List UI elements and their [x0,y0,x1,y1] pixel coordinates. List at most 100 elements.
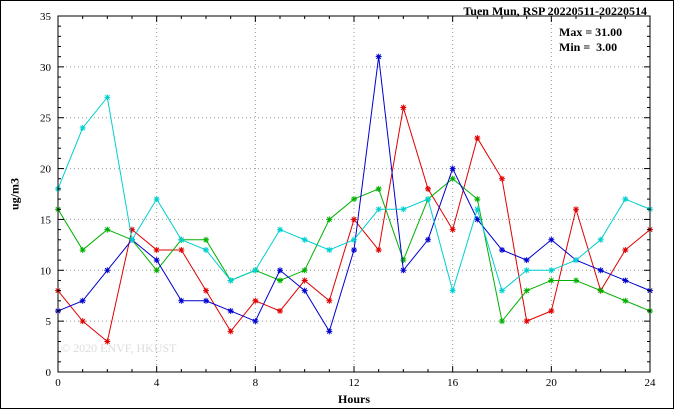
data-point-marker [129,226,135,233]
min-label: Min = 3.00 [559,40,618,54]
data-point-marker [548,236,555,243]
data-point-marker [252,318,259,325]
data-point-marker [573,277,579,284]
data-point-marker [178,297,185,304]
tick-labels: 0 5 10 15 20 25 30 35 0 4 8 12 16 20 24 [40,11,656,389]
data-point-marker [277,226,283,233]
data-point-marker [548,277,555,284]
data-point-marker [301,267,308,274]
x-tick-label: 12 [349,377,360,389]
data-point-marker [277,307,283,314]
data-point-marker [499,287,505,294]
data-point-marker [351,196,357,203]
data-point-marker [400,104,407,111]
data-point-marker [499,246,505,253]
data-point-marker [178,246,185,253]
data-point-marker [79,124,86,131]
data-point-marker [227,328,234,335]
y-tick-label: 10 [40,265,52,277]
data-point-marker [104,338,111,345]
data-point-marker [449,175,456,182]
data-point-marker [227,307,234,314]
data-point-marker [400,206,407,213]
data-point-marker [301,236,308,243]
data-point-marker [474,206,481,213]
data-point-marker [523,267,530,274]
data-point-marker [597,287,604,294]
data-point-marker [425,196,431,203]
data-point-marker [203,287,209,294]
maxmin-annotation: Max = 31.00 Min = 3.00 [559,25,622,55]
data-point-marker [301,277,308,284]
data-point-marker [523,257,530,264]
data-point-marker [203,236,209,243]
data-point-marker [499,175,505,182]
data-point-marker [597,267,604,274]
data-point-marker [252,267,259,274]
data-point-marker [178,236,185,243]
data-point-marker [523,318,530,325]
x-tick-label: 24 [645,377,657,389]
data-point-marker [301,287,308,294]
x-tick-label: 8 [253,377,259,389]
data-point-marker [351,216,357,223]
data-point-marker [326,246,333,253]
x-tick-label: 20 [546,377,558,389]
data-point-marker [622,297,629,304]
data-point-marker [79,318,86,325]
y-tick-label: 20 [40,164,52,176]
data-point-marker [79,246,86,253]
data-point-marker [153,196,160,203]
y-tick-label: 25 [40,113,52,125]
y-tick-label: 5 [46,316,52,328]
data-point-marker [203,246,209,253]
y-tick-label: 15 [40,214,52,226]
data-point-marker [548,267,555,274]
data-point-marker [375,246,382,253]
data-point-marker [277,277,283,284]
data-point-marker [79,297,86,304]
axes-ticks [57,15,651,373]
data-point-marker [400,267,407,274]
data-point-marker [375,53,382,60]
data-point-marker [153,267,160,274]
data-point-marker [400,257,407,264]
data-point-marker [622,196,629,203]
plot-border [57,15,651,373]
x-tick-label: 16 [447,377,459,389]
data-point-marker [474,216,481,223]
data-point-marker [573,206,579,213]
y-tick-label: 30 [40,62,52,74]
data-point-marker [474,135,481,142]
data-point-marker [474,196,481,203]
data-point-marker [326,216,333,223]
chart-title: Tuen Mun, RSP 20220511-20220514 [463,4,647,18]
x-tick-label: 4 [154,377,160,389]
data-point-marker [104,94,111,101]
data-point-marker [425,236,431,243]
data-point-marker [153,246,160,253]
data-point-marker [597,236,604,243]
x-tick-label: 0 [55,377,61,389]
data-point-marker [449,287,456,294]
data-point-marker [622,277,629,284]
data-point-marker [227,277,234,284]
data-point-marker [326,328,333,335]
data-point-marker [351,246,357,253]
gridlines [57,15,651,373]
data-point-marker [104,226,111,233]
y-axis-label: ug/m3 [7,177,22,211]
data-point-marker [425,185,431,192]
data-point-marker [449,165,456,172]
data-point-marker [104,267,111,274]
x-axis-label: Hours [337,392,370,406]
data-point-marker [351,236,357,243]
data-point-marker [153,257,160,264]
y-tick-label: 0 [46,367,52,379]
data-point-marker [449,226,456,233]
data-point-marker [573,257,579,264]
data-point-marker [326,297,333,304]
data-point-marker [499,318,505,325]
